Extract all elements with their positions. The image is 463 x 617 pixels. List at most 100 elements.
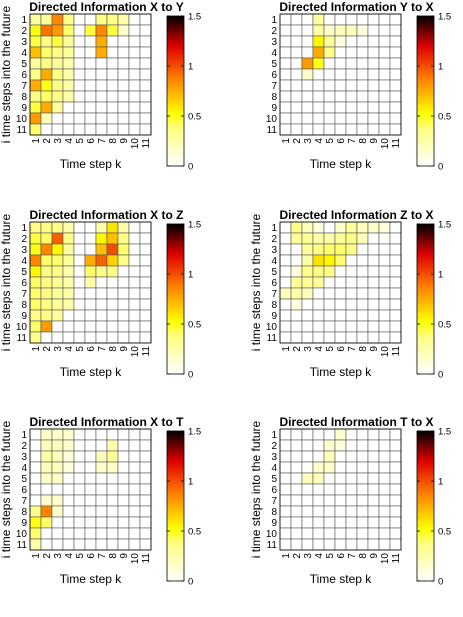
panel-title: Directed Information T to X	[279, 415, 433, 429]
heatmap-cell	[62, 112, 75, 125]
heatmap-cell	[95, 320, 108, 333]
colorbar-gradient	[166, 15, 185, 167]
heatmap-cell	[73, 439, 86, 452]
heatmap-cell	[367, 494, 380, 507]
heatmap-cell	[29, 287, 42, 300]
x-tick-label: 3	[303, 553, 314, 559]
heatmap-cell	[356, 46, 369, 59]
heatmap-cell	[73, 79, 86, 92]
panel-title: Directed Information X to Z	[29, 208, 183, 222]
y-tick-label: 10	[266, 322, 278, 333]
heatmap-cell	[29, 243, 42, 256]
x-tick-label: 10	[130, 346, 141, 358]
panel-title: Directed Information X to Y	[29, 0, 183, 14]
heatmap-cell	[62, 123, 75, 136]
heatmap-cell	[84, 90, 97, 103]
heatmap-cell	[84, 505, 97, 518]
x-tick-label: 11	[391, 138, 402, 149]
heatmap-cell	[301, 265, 314, 278]
heatmap-cell	[356, 123, 369, 136]
heatmap-cell	[378, 24, 391, 37]
x-tick-label: 6	[86, 138, 97, 144]
heatmap-cell	[62, 254, 75, 267]
heatmap-cell	[84, 221, 97, 234]
heatmap-cell	[378, 309, 391, 322]
heatmap-cell	[356, 112, 369, 125]
y-tick-label: 4	[21, 256, 27, 267]
x-tick-label: 1	[281, 138, 292, 144]
heatmap-cell	[279, 309, 292, 322]
heatmap-cell	[95, 483, 108, 496]
heatmap-cell	[84, 428, 97, 441]
heatmap-cell	[345, 538, 358, 551]
heatmap-cell	[378, 276, 391, 289]
colorbar-tick-label: 0.5	[438, 320, 451, 331]
heatmap-cell	[128, 265, 141, 278]
heatmap-cell	[128, 450, 141, 463]
heatmap-cell	[312, 428, 325, 441]
heatmap-cell	[334, 123, 347, 136]
heatmap-cell	[84, 472, 97, 485]
heatmap-cell	[40, 79, 53, 92]
heatmap-cell	[117, 243, 130, 256]
heatmap-cell	[334, 494, 347, 507]
heatmap-cell	[95, 516, 108, 529]
heatmap-cell	[51, 320, 64, 333]
y-tick-label: 2	[21, 26, 27, 37]
heatmap-cell	[323, 24, 336, 37]
heatmap-cell	[29, 483, 42, 496]
colorbar-tick-label: 0	[188, 577, 193, 588]
heatmap-cell	[117, 309, 130, 322]
heatmap-cell	[29, 494, 42, 507]
heatmap-cell	[84, 298, 97, 311]
heatmap-cell	[367, 516, 380, 529]
heatmap-cell	[323, 57, 336, 70]
heatmap-cell	[84, 461, 97, 474]
heatmap-cell	[356, 13, 369, 26]
heatmap-cell	[345, 276, 358, 289]
heatmap-cell	[106, 112, 119, 125]
heatmap-cell	[345, 483, 358, 496]
heatmap-cell	[73, 46, 86, 59]
heatmap-cell	[84, 243, 97, 256]
heatmap-cell	[378, 243, 391, 256]
heatmap-cell	[40, 57, 53, 70]
heatmap-cell	[367, 276, 380, 289]
heatmap-cell	[279, 24, 292, 37]
heatmap-cell	[29, 13, 42, 26]
heatmap-cell	[334, 265, 347, 278]
heatmap-cell	[334, 298, 347, 311]
heatmap-cell	[51, 516, 64, 529]
heatmap-cell	[389, 461, 402, 474]
heatmap-cell	[117, 505, 130, 518]
heatmap-cell	[106, 79, 119, 92]
heatmap-cell	[95, 276, 108, 289]
heatmap-cell	[378, 68, 391, 81]
heatmap-cell	[323, 79, 336, 92]
heatmap-cell	[323, 13, 336, 26]
heatmap-cell	[312, 439, 325, 452]
heatmap-cell	[345, 24, 358, 37]
y-tick-label: 2	[271, 234, 277, 245]
heatmap-cell	[356, 101, 369, 114]
x-tick-label: 7	[347, 138, 358, 144]
heatmap-cell	[323, 505, 336, 518]
heatmap-cell	[312, 24, 325, 37]
heatmap-cell	[378, 516, 391, 529]
heatmap-cell	[334, 68, 347, 81]
heatmap-cell	[367, 79, 380, 92]
heatmap-cell	[345, 505, 358, 518]
heatmap-cell	[84, 35, 97, 48]
heatmap-cell	[106, 232, 119, 245]
heatmap-cell	[62, 494, 75, 507]
heatmap-cell	[356, 79, 369, 92]
heatmap-cell	[367, 243, 380, 256]
y-tick-label: 8	[21, 300, 27, 311]
heatmap-cell	[117, 232, 130, 245]
heatmap-cell	[323, 287, 336, 300]
x-tick-label: 11	[141, 138, 152, 149]
heatmap-cell	[301, 450, 314, 463]
heatmap-cell	[29, 68, 42, 81]
heatmap-cell	[389, 79, 402, 92]
